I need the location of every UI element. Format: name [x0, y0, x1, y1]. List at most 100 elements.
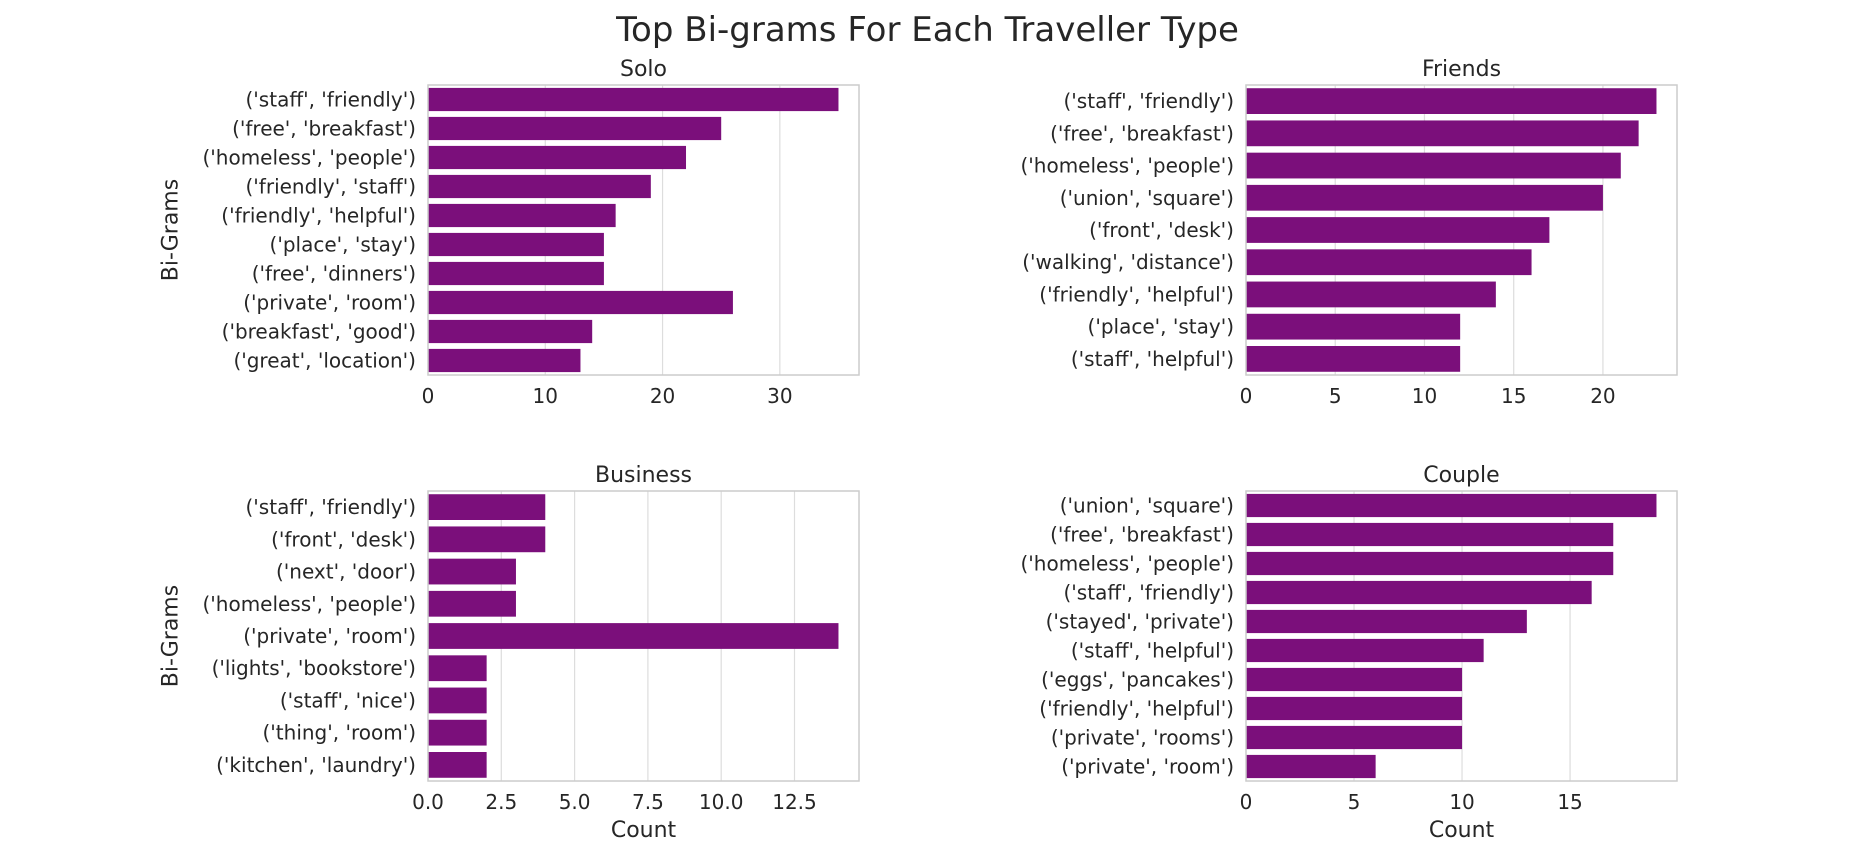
x-tick-label: 30 [767, 384, 792, 408]
y-tick-label: ('staff', 'helpful') [1071, 639, 1234, 663]
y-tick-label: ('staff', 'nice') [280, 688, 416, 712]
y-tick-label: ('staff', 'friendly') [246, 88, 417, 112]
y-axis-label: Bi-Grams [159, 179, 184, 281]
x-tick-label: 10 [1449, 790, 1474, 814]
bar [1246, 667, 1463, 692]
bar [1246, 725, 1463, 750]
subplot-couple: ('union', 'square') ('free', 'breakfast')… [1020, 463, 1678, 843]
y-tick-label: ('place', 'stay') [270, 233, 416, 257]
y-tick-label: ('place', 'stay') [1088, 315, 1234, 339]
bar [1246, 88, 1657, 114]
y-tick-label: ('friendly', 'staff') [246, 175, 417, 199]
bar [428, 494, 546, 520]
bar [1246, 120, 1639, 147]
bar [428, 87, 839, 112]
x-tick-label: 15 [1501, 384, 1526, 408]
bar [428, 526, 546, 553]
axes-frame [427, 490, 860, 782]
bar [428, 655, 487, 682]
bar [428, 232, 604, 257]
y-tick-label: ('kitchen', 'laundry') [216, 753, 416, 777]
bar [428, 348, 581, 373]
x-tick-label: 10 [1412, 384, 1437, 408]
x-tick-label: 10 [533, 384, 558, 408]
bar [1246, 249, 1532, 276]
axes-frame [1245, 84, 1678, 376]
bar [428, 752, 487, 778]
subplot-friends: ('staff', 'friendly') ('free', 'breakfast… [1020, 57, 1678, 408]
subplot-business: ('staff', 'friendly') ('front', 'desk') ('… [159, 463, 860, 843]
y-tick-label: ('walking', 'distance') [1022, 250, 1234, 274]
y-tick-label: ('homeless', 'people') [202, 592, 416, 616]
bar [1246, 281, 1496, 308]
y-tick-label: ('front', 'desk') [1089, 218, 1234, 242]
bar [428, 290, 733, 315]
x-tick-label: 2.5 [485, 790, 517, 814]
bar [428, 116, 722, 141]
y-tick-label: ('homeless', 'people') [1020, 552, 1234, 576]
x-tick-label: 5 [1329, 384, 1342, 408]
y-tick-label: ('lights', 'bookstore') [212, 656, 416, 680]
x-axis-label: Count [1429, 818, 1495, 843]
x-tick-label: 20 [650, 384, 675, 408]
axes-frame [427, 84, 860, 376]
y-tick-label: ('staff', 'friendly') [246, 495, 417, 519]
x-tick-label: 0 [422, 384, 435, 408]
bar [1246, 217, 1550, 243]
bar [1246, 638, 1484, 663]
y-tick-label: ('stayed', 'private') [1046, 610, 1234, 634]
y-tick-label: ('free', 'breakfast') [232, 117, 416, 141]
bar [1246, 580, 1592, 605]
y-tick-label: ('staff', 'friendly') [1064, 89, 1235, 113]
y-axis-label: Bi-Grams [159, 585, 184, 687]
y-tick-label: ('friendly', 'helpful') [1039, 282, 1234, 306]
subplot-title: Friends [1422, 57, 1501, 82]
bar [1246, 493, 1657, 518]
y-tick-label: ('private', 'room') [243, 291, 416, 315]
bar [1246, 609, 1527, 634]
y-tick-label: ('private', 'room') [1061, 755, 1234, 779]
y-tick-label: ('homeless', 'people') [1020, 154, 1234, 178]
bar [1246, 696, 1463, 721]
bar [1246, 152, 1621, 179]
y-tick-label: ('free', 'breakfast') [1050, 523, 1234, 547]
figure-title: Top Bi-grams For Each Traveller Type [616, 10, 1239, 50]
subplot-title: Solo [620, 57, 667, 82]
bar [1246, 184, 1603, 211]
y-tick-label: ('staff', 'helpful') [1071, 347, 1234, 371]
x-tick-label: 0 [1240, 384, 1253, 408]
y-tick-label: ('front', 'desk') [271, 527, 416, 551]
bar [428, 145, 687, 170]
bar [428, 719, 487, 746]
subplot-solo: ('staff', 'friendly') ('free', 'breakfast… [159, 57, 860, 408]
y-tick-label: ('staff', 'friendly') [1064, 581, 1235, 605]
bar [428, 558, 516, 585]
x-tick-label: 7.5 [632, 790, 664, 814]
y-tick-label: ('next', 'door') [276, 560, 416, 584]
y-tick-label: ('friendly', 'helpful') [1039, 697, 1234, 721]
y-tick-label: ('thing', 'room') [263, 721, 417, 745]
x-tick-label: 0.0 [412, 790, 444, 814]
y-tick-label: ('free', 'dinners') [252, 262, 416, 286]
subplot-title: Business [595, 463, 692, 488]
y-tick-label: ('breakfast', 'good') [222, 320, 416, 344]
subplot-title: Couple [1423, 463, 1499, 488]
x-tick-label: 0 [1240, 790, 1253, 814]
bar [1246, 346, 1461, 372]
bar [428, 687, 487, 714]
y-tick-label: ('private', 'rooms') [1051, 726, 1234, 750]
x-tick-label: 5.0 [559, 790, 591, 814]
y-tick-label: ('union', 'square') [1060, 186, 1234, 210]
y-tick-label: ('free', 'breakfast') [1050, 121, 1234, 145]
bar [1246, 313, 1461, 340]
x-tick-label: 20 [1590, 384, 1615, 408]
x-tick-label: 15 [1557, 790, 1582, 814]
y-tick-label: ('private', 'room') [243, 624, 416, 648]
bar [428, 174, 651, 199]
y-tick-label: ('homeless', 'people') [202, 146, 416, 170]
x-axis-label: Count [611, 818, 677, 843]
bar [1246, 754, 1376, 779]
x-tick-label: 12.5 [772, 790, 817, 814]
bar [1246, 551, 1614, 576]
